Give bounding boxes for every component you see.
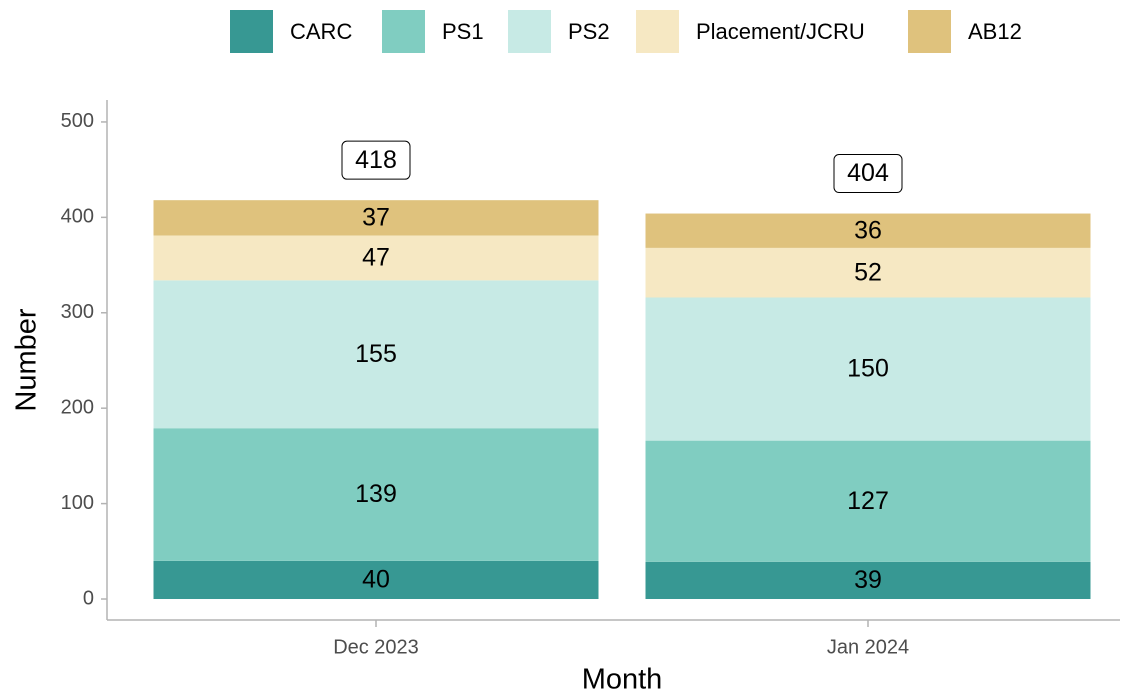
y-tick-label: 100 [61, 492, 94, 514]
bar-segment [153, 235, 599, 281]
legend-label: AB12 [968, 19, 1022, 44]
x-axis-title: Month [582, 664, 663, 694]
total-label-box [341, 140, 411, 180]
bar-segment [153, 200, 599, 236]
legend-swatch [908, 10, 951, 53]
y-axis-title: Number [11, 308, 43, 411]
legend-label: PS2 [568, 19, 610, 44]
legend-swatch [230, 10, 273, 53]
total-label: 404 [847, 159, 889, 187]
segment-label: 155 [355, 340, 397, 368]
x-tick-label: Dec 2023 [333, 636, 419, 658]
bar-segment [153, 428, 599, 561]
y-tick-label: 0 [83, 587, 94, 609]
bar-segment [645, 247, 1091, 298]
segment-label: 40 [362, 566, 390, 594]
legend-swatch [636, 10, 679, 53]
bar-segment [645, 561, 1091, 600]
bar-segment [153, 280, 599, 429]
segment-label: 127 [847, 487, 889, 515]
bar-segment [645, 440, 1091, 562]
bar-segment [645, 297, 1091, 441]
segment-label: 150 [847, 355, 889, 383]
bar-segment [645, 213, 1091, 248]
total-label: 418 [355, 146, 397, 174]
x-tick-label: Jan 2024 [827, 636, 909, 658]
legend-swatch [382, 10, 425, 53]
segment-label: 47 [362, 244, 390, 272]
bar-segment [153, 560, 599, 600]
legend-swatch [508, 10, 551, 53]
y-tick-label: 400 [61, 206, 94, 228]
segment-label: 139 [355, 480, 397, 508]
y-tick-label: 500 [61, 110, 94, 132]
legend-label: PS1 [442, 19, 484, 44]
legend-label: Placement/JCRU [696, 19, 865, 44]
segment-label: 37 [362, 203, 390, 231]
y-tick-label: 200 [61, 396, 94, 418]
legend-label: CARC [290, 19, 352, 44]
y-tick-label: 300 [61, 301, 94, 323]
segment-label: 36 [854, 216, 882, 244]
total-label-box [833, 154, 903, 194]
segment-label: 52 [854, 258, 882, 286]
segment-label: 39 [854, 566, 882, 594]
